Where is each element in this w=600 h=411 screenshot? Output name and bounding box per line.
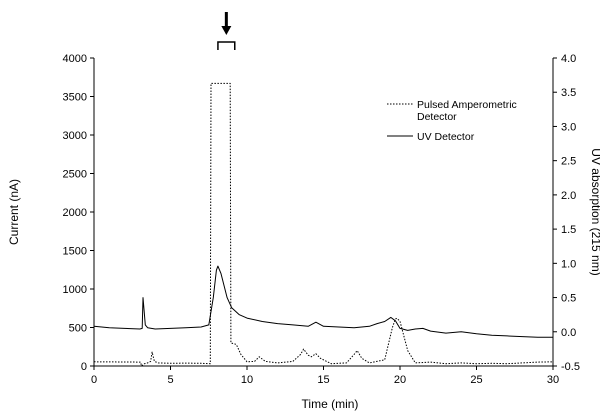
y-axis-left-title: Current (nA) [7,179,21,245]
annotation-bracket [217,41,236,50]
series-line-pad [93,82,554,367]
y-axis-right: -0.5 0.0 0.5 1.0 1.5 2.0 2.5 3.0 3.5 4.0 [553,53,580,373]
x-tick-label: 25 [470,374,482,386]
series-layer [93,82,554,367]
x-tick-label: 10 [241,374,253,386]
legend-label-uv: UV Detector [417,131,475,143]
y-left-tick-label: 3500 [63,92,87,104]
x-tick-label: 20 [394,374,406,386]
x-tick-label: 5 [167,374,173,386]
y-right-tick-label: 0.0 [561,327,576,339]
legend-label-pad-line2: Detector [417,111,457,123]
y-right-tick-label: 2.5 [561,156,576,168]
annotation-layer [217,12,236,50]
y-left-tick-label: 4000 [63,53,87,65]
y-right-tick-label: 1.0 [561,258,576,270]
legend-label-pad: Pulsed Amperometric Detector [417,99,517,123]
y-right-tick-label: 4.0 [561,53,576,65]
annotation-arrow-head [221,26,232,35]
y-left-tick-label: 1500 [63,246,87,258]
y-axis-left: 0 500 1000 1500 2000 2500 3000 3500 4000 [63,53,94,373]
y-right-tick-label: 1.5 [561,224,576,236]
y-left-tick-label: 500 [69,323,87,335]
x-tick-label: 30 [547,374,559,386]
x-tick-label: 0 [91,374,97,386]
y-right-tick-label: 0.5 [561,293,576,305]
y-left-tick-label: 2500 [63,169,87,181]
x-tick-label: 15 [317,374,329,386]
y-axis-right-title: UV absorption (215 nm) [589,148,600,275]
y-left-tick-label: 3000 [63,130,87,142]
y-right-tick-label: 3.0 [561,121,576,133]
y-right-tick-label: 3.5 [561,87,576,99]
legend: Pulsed Amperometric Detector UV Detector [387,99,517,143]
series-line-uv [93,265,553,338]
x-axis-title: Time (min) [302,397,359,411]
y-right-tick-label: 2.0 [561,190,576,202]
y-left-tick-label: 2000 [63,207,87,219]
y-left-tick-label: 1000 [63,284,87,296]
legend-label-pad-line1: Pulsed Amperometric [417,99,517,111]
x-axis: 0 5 10 15 20 25 30 [91,366,559,386]
y-left-tick-label: 0 [81,361,87,373]
y-right-tick-label: -0.5 [561,361,580,373]
